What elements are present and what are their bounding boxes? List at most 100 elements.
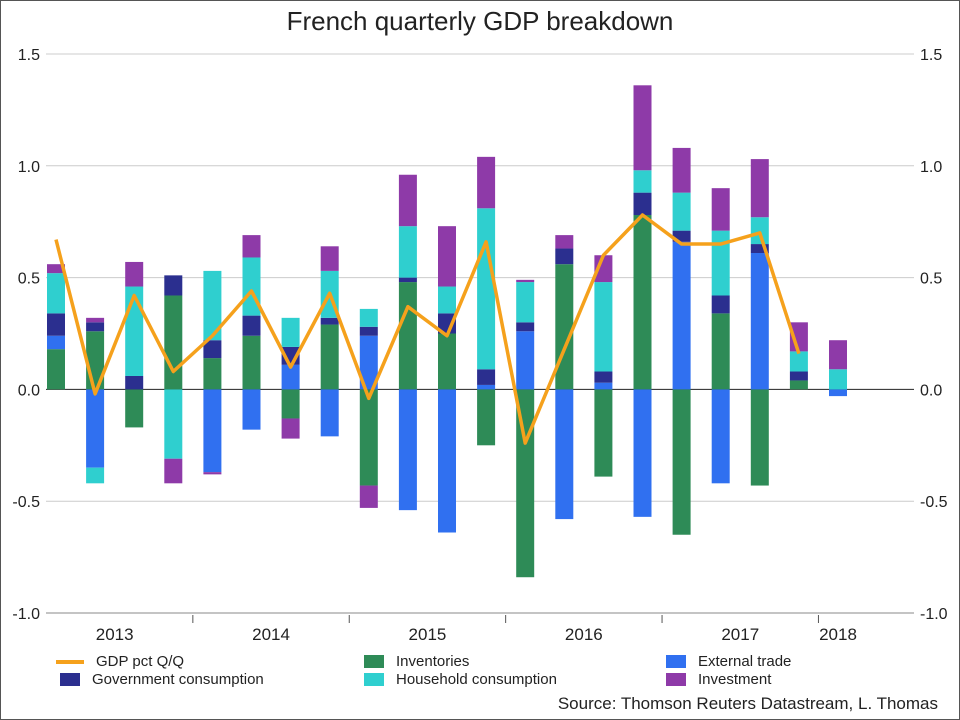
chart-title: French quarterly GDP breakdown xyxy=(286,6,674,36)
legend-swatch-inventories xyxy=(364,655,384,668)
bar-inventories xyxy=(320,324,339,390)
legend-item-government: Government consumption xyxy=(60,671,264,688)
legend-item-inventories: Inventories xyxy=(364,653,469,670)
gdp-line xyxy=(54,213,801,445)
bar-household xyxy=(203,270,222,341)
x-tick-label-year: 2014 xyxy=(252,625,290,644)
bar-investment xyxy=(516,279,535,283)
legend-item-investment: Investment xyxy=(666,671,771,688)
bar-investment xyxy=(320,246,339,271)
bar-investment xyxy=(359,485,378,508)
bar-government xyxy=(477,369,496,385)
legend-label-external: External trade xyxy=(698,653,792,670)
bar-government xyxy=(711,295,730,314)
bar-government xyxy=(47,313,65,336)
bar-inventories xyxy=(594,389,613,477)
legend-label-government: Government consumption xyxy=(92,671,264,688)
bar-government xyxy=(125,375,144,390)
bar-inventories xyxy=(750,389,769,486)
bar-investment xyxy=(281,418,300,439)
legend-swatch-external xyxy=(666,655,686,668)
bar-external xyxy=(594,382,613,390)
x-tick-label-year: 2015 xyxy=(409,625,447,644)
legend-item-external: External trade xyxy=(666,653,791,670)
bar-external xyxy=(516,331,535,390)
bar-investment xyxy=(164,458,183,484)
bar-government xyxy=(164,275,183,296)
bar-government xyxy=(789,371,808,381)
y-tick-label-left: 0.0 xyxy=(18,382,40,399)
y-tick-label-right: 0.5 xyxy=(920,271,942,288)
y-tick-label-right: -0.5 xyxy=(920,494,948,511)
bar-investment xyxy=(47,264,65,274)
bar-household xyxy=(829,369,847,390)
legend-item-household: Household consumption xyxy=(364,671,557,688)
y-tick-label-right: -1.0 xyxy=(920,606,948,623)
bar-external xyxy=(672,241,691,390)
legend-swatch-household xyxy=(364,673,384,686)
bar-investment xyxy=(633,85,652,171)
bar-household xyxy=(594,282,613,372)
bar-investment xyxy=(438,226,456,287)
bar-inventories xyxy=(398,282,417,390)
bar-inventories xyxy=(125,389,144,428)
source-note: Source: Thomson Reuters Datastream, L. T… xyxy=(557,694,938,713)
y-tick-label-left: -0.5 xyxy=(12,494,40,511)
bar-government xyxy=(633,192,652,215)
bar-household xyxy=(672,192,691,231)
bar-external xyxy=(477,384,496,390)
bar-inventories xyxy=(359,389,378,486)
bar-government xyxy=(750,244,769,254)
y-tick-label-right: 1.0 xyxy=(920,159,942,176)
bar-external xyxy=(47,335,65,350)
bar-household xyxy=(398,226,417,278)
bar-household xyxy=(711,230,730,296)
bar-inventories xyxy=(203,358,222,390)
bar-government xyxy=(516,322,535,332)
bar-inventories xyxy=(789,380,808,390)
legend-label-gdp: GDP pct Q/Q xyxy=(96,653,185,670)
y-tick-label-left: 0.5 xyxy=(18,271,40,288)
bar-government xyxy=(359,326,378,336)
legend-label-inventories: Inventories xyxy=(396,653,470,670)
bar-investment xyxy=(750,159,769,218)
y-tick-label-left: 1.5 xyxy=(18,47,40,64)
bar-inventories xyxy=(242,335,261,390)
bar-investment xyxy=(242,235,261,258)
bar-external xyxy=(555,389,574,520)
bar-household xyxy=(750,217,769,245)
y-tick-label-left: 1.0 xyxy=(18,159,40,176)
bar-investment xyxy=(711,188,730,231)
x-tick-label-year: 2013 xyxy=(96,625,134,644)
bar-household xyxy=(47,273,65,314)
bar-investment xyxy=(86,317,105,323)
bar-inventories xyxy=(477,389,496,446)
legend-swatch-gdp xyxy=(56,659,84,664)
bar-household xyxy=(164,389,183,459)
x-tick-label-year: 2016 xyxy=(565,625,603,644)
bar-inventories xyxy=(672,389,691,535)
x-tick-label-year: 2017 xyxy=(721,625,759,644)
bar-external xyxy=(438,389,456,533)
bar-government xyxy=(594,371,613,383)
bar-investment xyxy=(672,147,691,193)
bar-investment xyxy=(477,156,496,209)
bar-inventories xyxy=(711,313,730,390)
bar-investment xyxy=(203,472,222,475)
bar-household xyxy=(789,351,808,372)
bar-external xyxy=(750,253,769,390)
bar-government xyxy=(398,277,417,283)
legend-item-gdp: GDP pct Q/Q xyxy=(56,653,184,670)
bar-investment xyxy=(398,174,417,227)
bar-household xyxy=(86,467,105,484)
y-tick-label-right: 1.5 xyxy=(920,47,942,64)
bar-external xyxy=(203,389,222,473)
x-tick-label-year: 2018 xyxy=(819,625,857,644)
bar-investment xyxy=(829,340,847,370)
bar-investment xyxy=(125,261,144,287)
bar-external xyxy=(281,364,300,390)
bar-inventories xyxy=(555,264,574,390)
bar-external xyxy=(86,389,105,468)
bar-household xyxy=(477,208,496,370)
